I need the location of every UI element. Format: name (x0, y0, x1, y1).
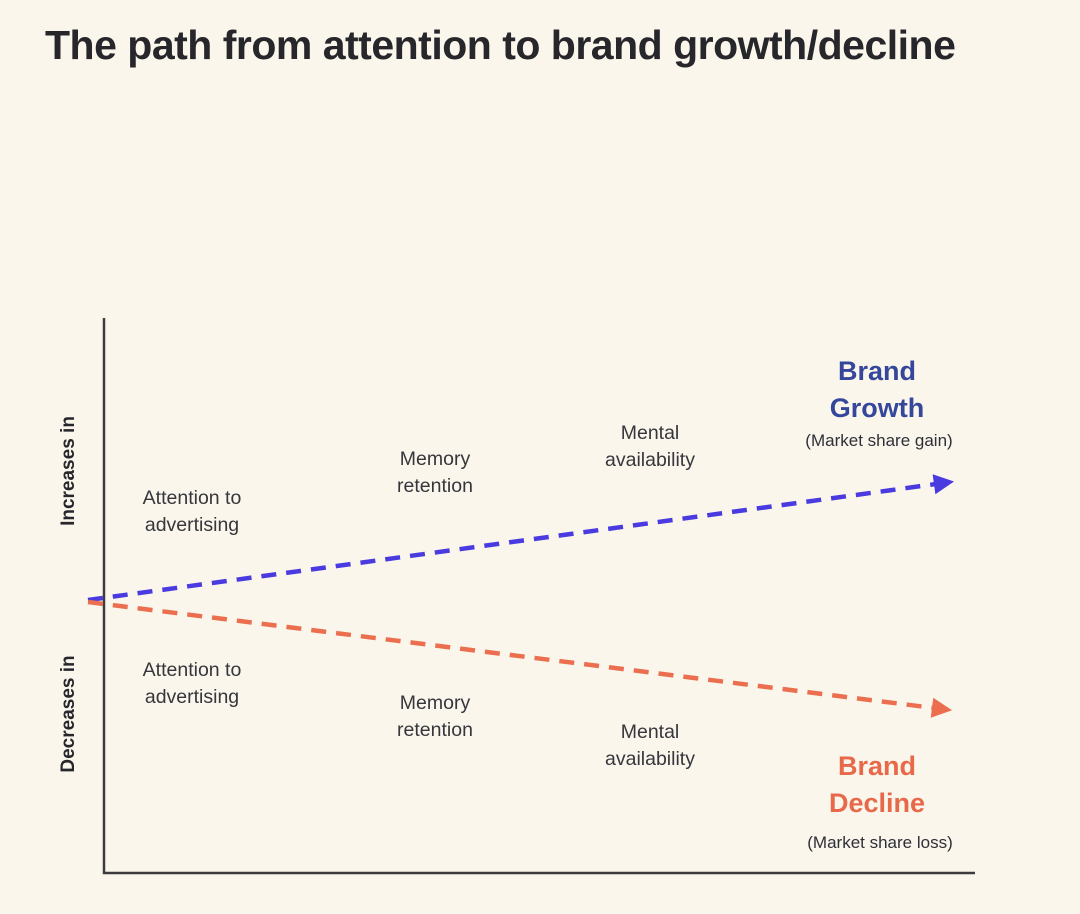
y-axis-label-increases: Increases in (58, 416, 79, 526)
decline-stage-attention: Attention to advertising (142, 659, 242, 708)
growth-outcome-label: Brand Growth (829, 355, 925, 423)
decline-outcome-label: Brand Decline (828, 750, 926, 818)
page-title: The path from attention to brand growth/… (45, 22, 956, 68)
axis-lines (102, 318, 975, 875)
decline-stage-mental: Mental availability (605, 721, 695, 770)
decline-arrow (87, 599, 953, 718)
growth-outcome-note: (Market share gain) (805, 431, 953, 450)
growth-stage-memory: Memory retention (397, 448, 473, 497)
decline-stage-memory: Memory retention (397, 692, 473, 741)
y-axis-label-decreases: Decreases in (58, 655, 79, 773)
growth-stage-mental: Mental availability (605, 422, 695, 471)
growth-arrow (87, 474, 955, 603)
growth-stage-attention: Attention to advertising (142, 487, 242, 536)
decline-outcome-note: (Market share loss) (807, 833, 953, 852)
